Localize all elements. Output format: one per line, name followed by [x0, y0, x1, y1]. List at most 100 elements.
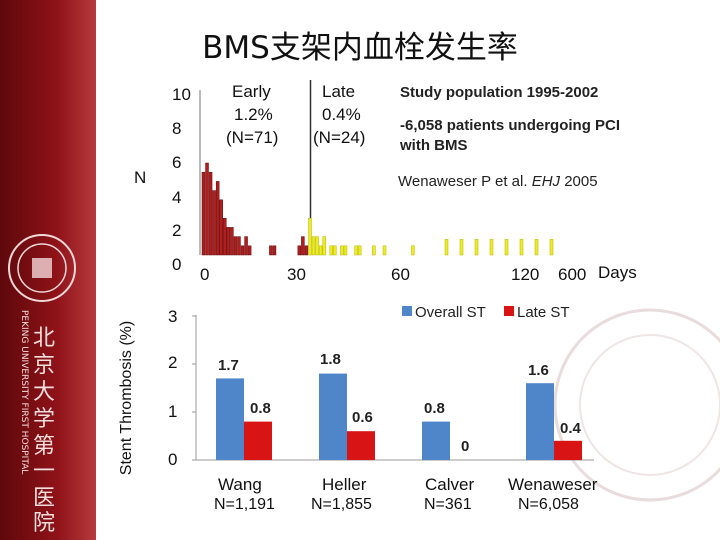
early-rate: 1.2%	[234, 105, 273, 124]
bar-late-st-wenaweser	[554, 440, 582, 460]
histogram-bar-late	[354, 245, 358, 256]
early-n: (N=71)	[226, 128, 279, 147]
hist-ytick: 0	[172, 255, 182, 274]
histogram-bar-early	[230, 227, 234, 256]
sample-size-wang: N=1,191	[214, 496, 275, 513]
histogram-bar-late-extended	[549, 239, 554, 256]
bar-late-st-heller	[347, 431, 375, 460]
bars-y-axis-label-wrap: Stent Thrombosis (%)	[112, 290, 142, 505]
sample-size-wenaweser: N=6,058	[518, 496, 579, 513]
value-label-late-heller: 0.6	[352, 409, 373, 426]
hist-xtick: 60	[391, 265, 410, 284]
hist-x-axis-label: Days	[598, 263, 637, 282]
svg-text:一: 一	[33, 459, 55, 484]
bars-ytick: 0	[168, 450, 178, 469]
histogram-bar-early	[205, 162, 209, 256]
value-label-overall-calver: 0.8	[424, 400, 445, 417]
legend-late-swatch	[504, 306, 514, 316]
hist-ytick: 10	[172, 85, 191, 104]
svg-text:大: 大	[33, 380, 55, 405]
histogram-bar-early	[301, 236, 305, 256]
hist-xtick: 30	[287, 265, 306, 284]
late-label: Late	[322, 82, 356, 101]
histogram-bar-early	[269, 245, 273, 256]
citation: Wenaweser P et al. EHJ 2005	[398, 173, 598, 190]
bars-ytick: 3	[168, 307, 178, 326]
watermark-seal	[553, 308, 720, 502]
histogram-bar-early	[219, 199, 223, 256]
histogram-bar-late	[318, 245, 323, 256]
bar-overall-st-wang	[216, 378, 244, 460]
histogram-bar-late	[311, 236, 316, 256]
histogram-bar-early	[212, 190, 216, 256]
slide-title: BMS支架内血栓发生率	[202, 30, 518, 66]
histogram-bar-late	[343, 245, 348, 256]
histogram-bar-late	[411, 245, 415, 256]
histogram-bar-late	[357, 245, 362, 256]
hist-ytick: 4	[172, 188, 182, 207]
histogram-bar-early	[272, 245, 277, 256]
category-calver: Calver	[425, 475, 475, 494]
svg-text:院: 院	[33, 511, 55, 536]
histogram-bar-late-extended	[519, 239, 524, 256]
value-label-overall-heller: 1.8	[320, 351, 341, 368]
histogram-bar-early	[201, 171, 206, 256]
histogram-bar-early	[215, 181, 220, 256]
hist-ytick: 8	[172, 119, 182, 138]
histogram-bar-late	[333, 245, 337, 256]
svg-text:北: 北	[33, 326, 55, 351]
value-label-late-wang: 0.8	[250, 400, 271, 417]
sample-size-heller: N=1,855	[311, 496, 372, 513]
category-wang: Wang	[218, 475, 262, 494]
histogram-bar-late-extended	[474, 239, 479, 256]
svg-text:医: 医	[33, 486, 55, 511]
patients-note: -6,058 patients undergoing PCI with BMS	[400, 117, 621, 154]
hist-xtick: 0	[200, 265, 210, 284]
histogram-bar-late	[382, 245, 387, 256]
svg-text:学: 学	[33, 407, 55, 432]
bar-overall-st-heller	[319, 373, 347, 460]
svg-text:京: 京	[33, 353, 55, 378]
histogram-bar-early	[297, 245, 302, 256]
histogram-bar-late	[315, 236, 319, 256]
legend-overall-swatch	[402, 306, 412, 316]
histogram-bar-late	[340, 245, 344, 256]
svg-text:PEKING UNIVERSITY FIRST HOSPIT: PEKING UNIVERSITY FIRST HOSPITAL	[19, 310, 29, 474]
histogram-bar-early	[247, 245, 252, 256]
value-label-overall-wang: 1.7	[218, 357, 239, 374]
legend-late-label: Late ST	[517, 304, 570, 321]
histogram-bar-late-extended	[489, 239, 494, 256]
histogram-plot	[199, 80, 554, 256]
category-wenaweser: Wenaweser	[508, 475, 598, 494]
hist-xtick: 120	[511, 265, 540, 284]
histogram-bar-late-extended	[534, 239, 539, 256]
bar-overall-st-calver	[422, 421, 450, 460]
late-rate: 0.4%	[322, 105, 361, 124]
citation-year: 2005	[564, 173, 598, 190]
university-name-vertical: 北 京 大 学 第 一 医 院 PEKING UNIVERSITY FIRST …	[19, 310, 55, 536]
hist-ytick: 6	[172, 153, 182, 172]
hist-xtick: 600	[558, 265, 587, 284]
svg-text:第: 第	[33, 434, 55, 459]
value-label-late-calver: 0	[461, 438, 470, 455]
histogram-bar-early	[244, 236, 248, 256]
histogram-bar-late	[372, 245, 376, 256]
bars-ytick: 1	[168, 402, 178, 421]
histogram-bar-late-extended	[504, 239, 509, 256]
histogram-bar-early	[208, 171, 213, 256]
sample-size-calver: N=361	[424, 496, 472, 513]
histogram-bar-early	[226, 227, 231, 256]
citation-journal: EHJ	[531, 173, 561, 190]
histogram-bar-late-extended	[459, 239, 464, 256]
legend-overall-label: Overall ST	[415, 304, 486, 321]
histogram-bar-late-extended	[444, 239, 449, 256]
citation-author: Wenaweser P et al.	[398, 173, 528, 190]
histogram-bar-early	[223, 217, 227, 256]
hist-y-axis-label: N	[134, 168, 147, 187]
grouped-bar-plot	[192, 315, 594, 461]
bar-late-st-wang	[244, 421, 272, 460]
histogram-bar-early	[240, 245, 245, 256]
histogram-bar-early	[304, 245, 309, 256]
histogram-bar-late	[322, 236, 326, 256]
bars-ytick: 2	[168, 353, 178, 372]
